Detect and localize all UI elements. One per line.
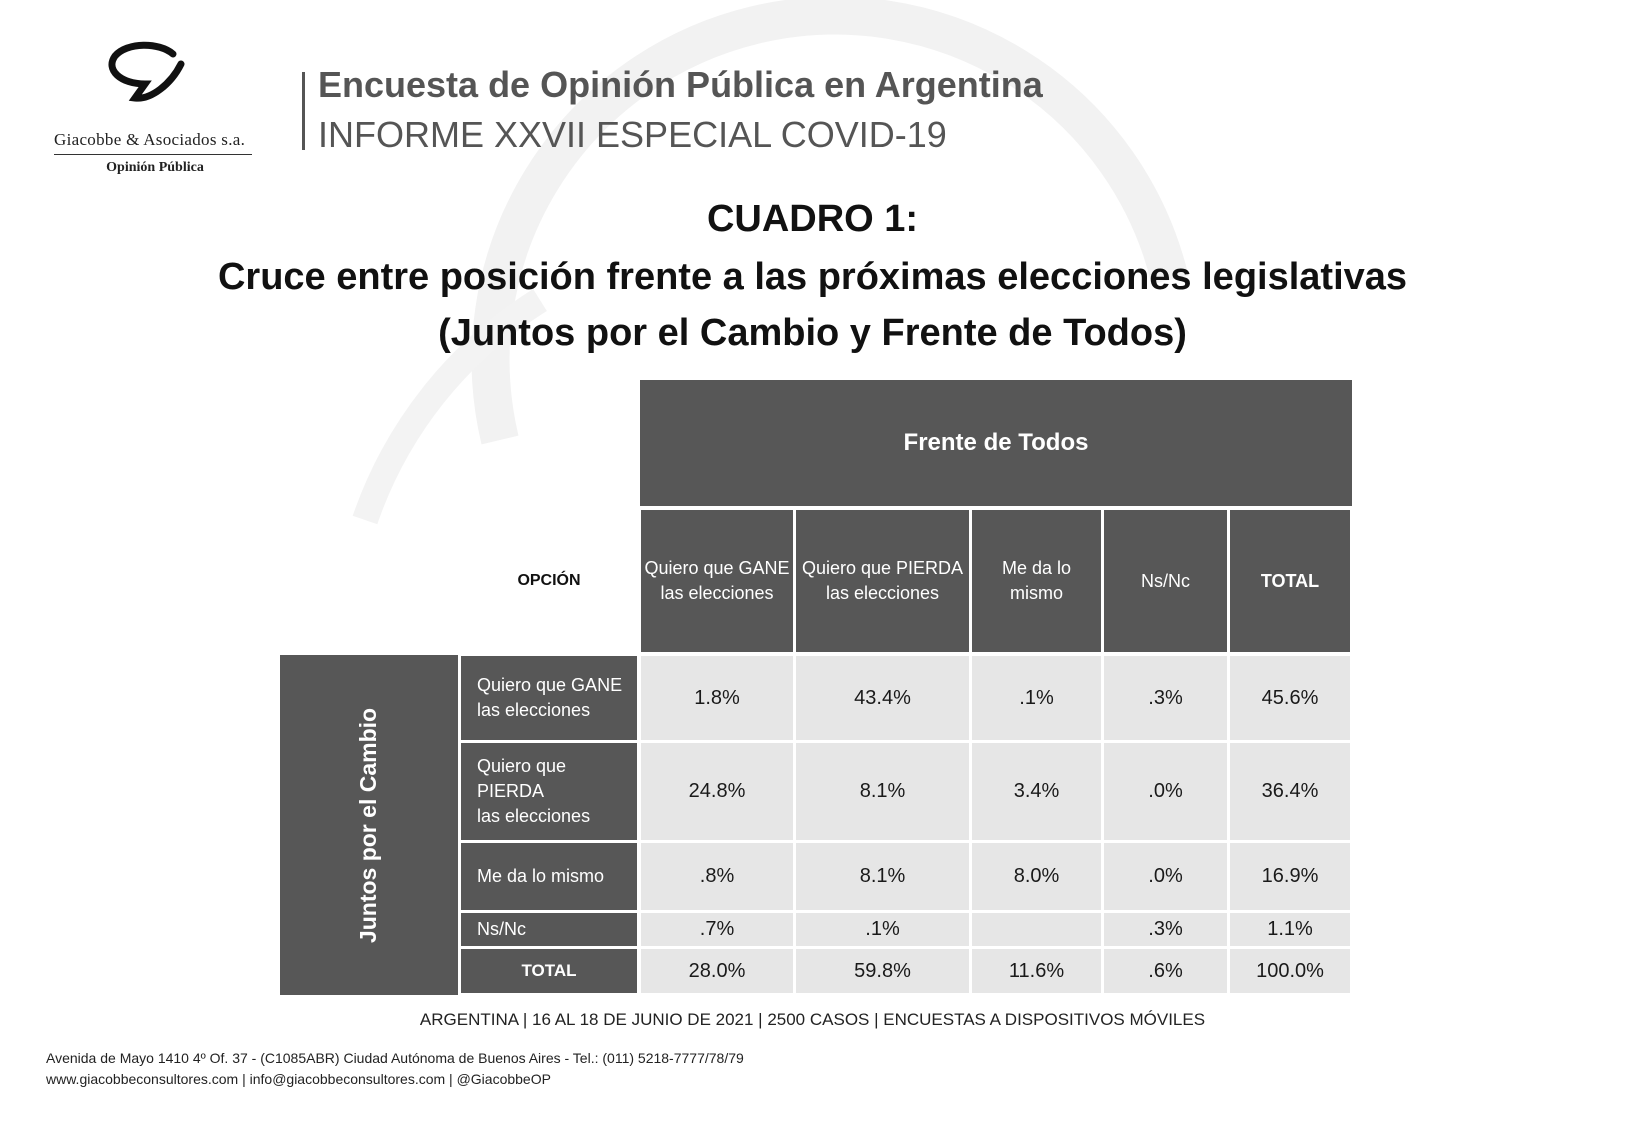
table-cell	[972, 913, 1101, 946]
column-header: Me da lo mismo	[972, 510, 1101, 652]
company-logo: Giacobbe & Asociados s.a. Opinión Públic…	[50, 40, 260, 180]
table-cell: 1.1%	[1230, 913, 1350, 946]
logo-divider	[54, 154, 252, 155]
footer-contact: www.giacobbeconsultores.com | info@giaco…	[46, 1071, 551, 1087]
table-cell: 3.4%	[972, 743, 1101, 840]
column-group-header: Frente de Todos	[640, 380, 1352, 506]
row-header-line: las elecciones	[477, 806, 591, 826]
company-subtitle: Opinión Pública	[106, 160, 204, 175]
report-subtitle: INFORME XXVII ESPECIAL COVID-19	[318, 114, 947, 155]
column-header-line: Quiero que GANE	[644, 558, 790, 578]
table-cell: 43.4%	[796, 656, 969, 740]
table-cell: .8%	[641, 843, 793, 910]
table-cell: .1%	[972, 656, 1101, 740]
column-header: Ns/Nc	[1104, 510, 1227, 652]
table-cell: 45.6%	[1230, 656, 1350, 740]
table-cell: 24.8%	[641, 743, 793, 840]
row-header-line: Quiero que GANE	[477, 675, 623, 695]
column-header: TOTAL	[1230, 510, 1350, 652]
row-header: Quiero que PIERDA las elecciones	[461, 743, 637, 840]
row-header-line: las elecciones	[477, 700, 591, 720]
header-divider	[302, 72, 305, 150]
table-cell: 1.8%	[641, 656, 793, 740]
cuadro-title-line1: Cruce entre posición frente a las próxim…	[217, 256, 1408, 298]
table-cell: .6%	[1104, 949, 1227, 993]
row-group-header: Juntos por el Cambio	[280, 655, 458, 995]
company-name: Giacobbe & Asociados s.a.	[54, 130, 246, 149]
row-header-line: TOTAL	[521, 961, 577, 980]
table-cell: 8.1%	[796, 843, 969, 910]
table-cell: 8.1%	[796, 743, 969, 840]
table-cell: .7%	[641, 913, 793, 946]
row-header-line: Me da lo mismo	[477, 866, 605, 886]
table-cell: 8.0%	[972, 843, 1101, 910]
table-cell: 11.6%	[972, 949, 1101, 993]
column-header-line: las elecciones	[660, 583, 774, 603]
row-header-line: Ns/Nc	[477, 919, 526, 939]
column-header: Quiero que GANE las elecciones	[641, 510, 793, 652]
table-cell: .3%	[1104, 656, 1227, 740]
column-header-line: Ns/Nc	[1141, 570, 1190, 591]
row-header: Ns/Nc	[461, 913, 637, 946]
cuadro-title-line2: (Juntos por el Cambio y Frente de Todos)	[438, 312, 1187, 354]
row-header-line: Quiero que PIERDA	[477, 756, 567, 801]
table-cell: .1%	[796, 913, 969, 946]
row-header: Quiero que GANE las elecciones	[461, 656, 637, 740]
column-header-line: TOTAL	[1260, 570, 1320, 591]
table-cell: .0%	[1104, 843, 1227, 910]
logo-mark-icon	[108, 41, 185, 102]
report-title: Encuesta de Opinión Pública en Argentina	[318, 64, 1043, 105]
row-header: TOTAL	[461, 949, 637, 993]
row-header: Me da lo mismo	[461, 843, 637, 910]
column-header-line: las elecciones	[825, 583, 940, 603]
table-cell: 16.9%	[1230, 843, 1350, 910]
column-header: Quiero que PIERDA las elecciones	[796, 510, 969, 652]
table-cell: 28.0%	[641, 949, 793, 993]
table-cell: 36.4%	[1230, 743, 1350, 840]
table-cell: .3%	[1104, 913, 1227, 946]
column-header-line: mismo	[1009, 583, 1063, 603]
column-header-line: Quiero que PIERDA	[801, 558, 964, 578]
corner-label: OPCIÓN	[517, 572, 581, 589]
survey-note: ARGENTINA | 16 AL 18 DE JUNIO DE 2021 | …	[419, 1010, 1206, 1029]
table-cell: .0%	[1104, 743, 1227, 840]
column-header-line: Me da lo	[1001, 558, 1072, 578]
table-cell: 59.8%	[796, 949, 969, 993]
footer-address: Avenida de Mayo 1410 4º Of. 37 - (C1085A…	[46, 1050, 744, 1066]
cuadro-label: CUADRO 1:	[706, 198, 919, 240]
table-cell: 100.0%	[1230, 949, 1350, 993]
